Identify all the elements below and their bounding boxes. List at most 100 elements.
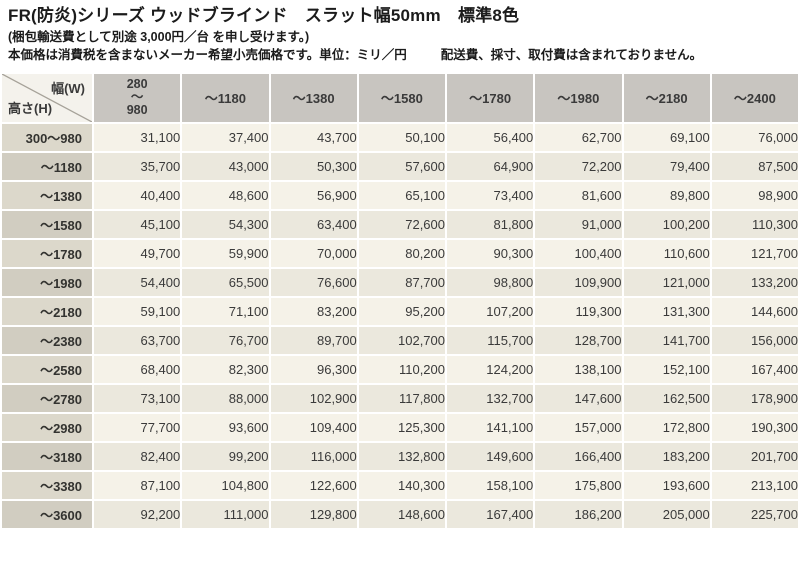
price-cell: 50,300 [268, 150, 359, 182]
price-cell: 147,600 [533, 382, 624, 414]
price-cell: 76,000 [709, 121, 800, 153]
price-cell: 68,400 [91, 353, 183, 385]
page-title: FR(防炎)シリーズ ウッドブラインド スラット幅50mm 標準8色 [8, 6, 520, 25]
price-cell: 128,700 [533, 324, 624, 356]
table-row: ～1180 35,700 43,000 50,300 57,600 64,900 72,20… [0, 150, 800, 182]
price-cell: 158,100 [444, 469, 536, 501]
price-cell: 148,600 [356, 498, 448, 530]
price-cell: 110,200 [356, 353, 448, 385]
price-cell: 109,900 [533, 266, 624, 298]
table-row: ～1380 40,400 48,600 56,900 65,100 73,400 81,60… [0, 179, 800, 211]
col-header-width: ～1980 [533, 71, 624, 124]
row-header-height: ～2180 [0, 295, 94, 327]
price-cell: 119,300 [533, 295, 624, 327]
price-cell: 88,000 [180, 382, 271, 414]
price-cell: 98,900 [709, 179, 800, 211]
col-header-width: ～1180 [180, 71, 271, 124]
price-cell: 63,700 [91, 324, 183, 356]
price-cell: 190,300 [709, 411, 800, 443]
price-cell: 125,300 [356, 411, 448, 443]
row-header-height: ～3180 [0, 440, 94, 472]
price-cell: 31,100 [91, 121, 183, 153]
price-cell: 72,600 [356, 208, 448, 240]
price-cell: 132,800 [356, 440, 448, 472]
price-cell: 76,700 [180, 324, 271, 356]
price-cell: 80,200 [356, 237, 448, 269]
height-axis-label: 高さ(H) [8, 100, 53, 116]
price-cell: 167,400 [709, 353, 800, 385]
price-cell: 48,600 [180, 179, 271, 211]
col-header-width: ～1580 [356, 71, 448, 124]
row-header-height: ～2980 [0, 411, 94, 443]
diagonal-divider-icon [3, 74, 91, 121]
price-cell: 144,600 [709, 295, 800, 327]
price-cell: 63,400 [268, 208, 359, 240]
table-row: ～1780 49,700 59,900 70,000 80,200 90,300 100,4… [0, 237, 800, 269]
price-cell: 82,400 [91, 440, 183, 472]
price-cell: 50,100 [356, 121, 448, 153]
table-row: ～3600 92,200 111,000 129,800 148,600 167,400 1… [0, 498, 800, 530]
price-cell: 73,100 [91, 382, 183, 414]
price-cell: 124,200 [444, 353, 536, 385]
price-cell: 115,700 [444, 324, 536, 356]
price-cell: 140,300 [356, 469, 448, 501]
price-cell: 157,000 [533, 411, 624, 443]
price-cell: 172,800 [621, 411, 712, 443]
price-cell: 59,100 [91, 295, 183, 327]
row-header-height: ～3380 [0, 469, 94, 501]
price-cell: 178,900 [709, 382, 800, 414]
price-cell: 152,100 [621, 353, 712, 385]
corner-cell: 幅(W) 高さ(H) [0, 71, 94, 124]
row-header-height: 300～980 [0, 121, 94, 153]
price-cell: 193,600 [621, 469, 712, 501]
price-cell: 132,700 [444, 382, 536, 414]
table-row: ～2180 59,100 71,100 83,200 95,200 107,200 119,… [0, 295, 800, 327]
price-cell: 62,700 [533, 121, 624, 153]
width-axis-label: 幅(W) [51, 80, 85, 96]
price-cell: 43,700 [268, 121, 359, 153]
price-cell: 70,000 [268, 237, 359, 269]
table-row: ～2780 73,100 88,000 102,900 117,800 132,700 14… [0, 382, 800, 414]
price-table-body: 300～980 31,100 37,400 43,700 50,100 56,400 62,… [0, 121, 800, 530]
table-row: ～3180 82,400 99,200 116,000 132,800 149,600 16… [0, 440, 800, 472]
table-row: ～1580 45,100 54,300 63,400 72,600 81,800 91,00… [0, 208, 800, 240]
price-cell: 91,000 [533, 208, 624, 240]
price-cell: 73,400 [444, 179, 536, 211]
price-cell: 56,900 [268, 179, 359, 211]
price-cell: 81,600 [533, 179, 624, 211]
price-cell: 116,000 [268, 440, 359, 472]
row-header-height: ～2780 [0, 382, 94, 414]
price-cell: 93,600 [180, 411, 271, 443]
row-header-height: ～2380 [0, 324, 94, 356]
price-cell: 102,900 [268, 382, 359, 414]
price-cell: 37,400 [180, 121, 271, 153]
price-cell: 104,800 [180, 469, 271, 501]
row-header-height: ～1180 [0, 150, 94, 182]
price-cell: 45,100 [91, 208, 183, 240]
table-row: ～2980 77,700 93,600 109,400 125,300 141,100 15… [0, 411, 800, 443]
price-cell: 82,300 [180, 353, 271, 385]
price-cell: 131,300 [621, 295, 712, 327]
price-cell: 162,500 [621, 382, 712, 414]
table-row: ～2380 63,700 76,700 89,700 102,700 115,700 128… [0, 324, 800, 356]
price-cell: 89,700 [268, 324, 359, 356]
price-cell: 69,100 [621, 121, 712, 153]
price-cell: 201,700 [709, 440, 800, 472]
row-header-height: ～3600 [0, 498, 94, 530]
price-cell: 167,400 [444, 498, 536, 530]
table-row: ～3380 87,100 104,800 122,600 140,300 158,100 1… [0, 469, 800, 501]
row-header-height: ～2580 [0, 353, 94, 385]
price-cell: 72,200 [533, 150, 624, 182]
price-cell: 87,100 [91, 469, 183, 501]
row-header-height: ～1580 [0, 208, 94, 240]
price-cell: 183,200 [621, 440, 712, 472]
header-row: 幅(W) 高さ(H) 280 ～ 980 ～1180 ～1380 ～1580 ～1780… [0, 71, 800, 124]
table-row: ～2580 68,400 82,300 96,300 110,200 124,200 138… [0, 353, 800, 385]
price-cell: 35,700 [91, 150, 183, 182]
price-cell: 87,500 [709, 150, 800, 182]
price-cell: 100,400 [533, 237, 624, 269]
row-header-height: ～1380 [0, 179, 94, 211]
price-cell: 56,400 [444, 121, 536, 153]
price-cell: 79,400 [621, 150, 712, 182]
price-cell: 186,200 [533, 498, 624, 530]
